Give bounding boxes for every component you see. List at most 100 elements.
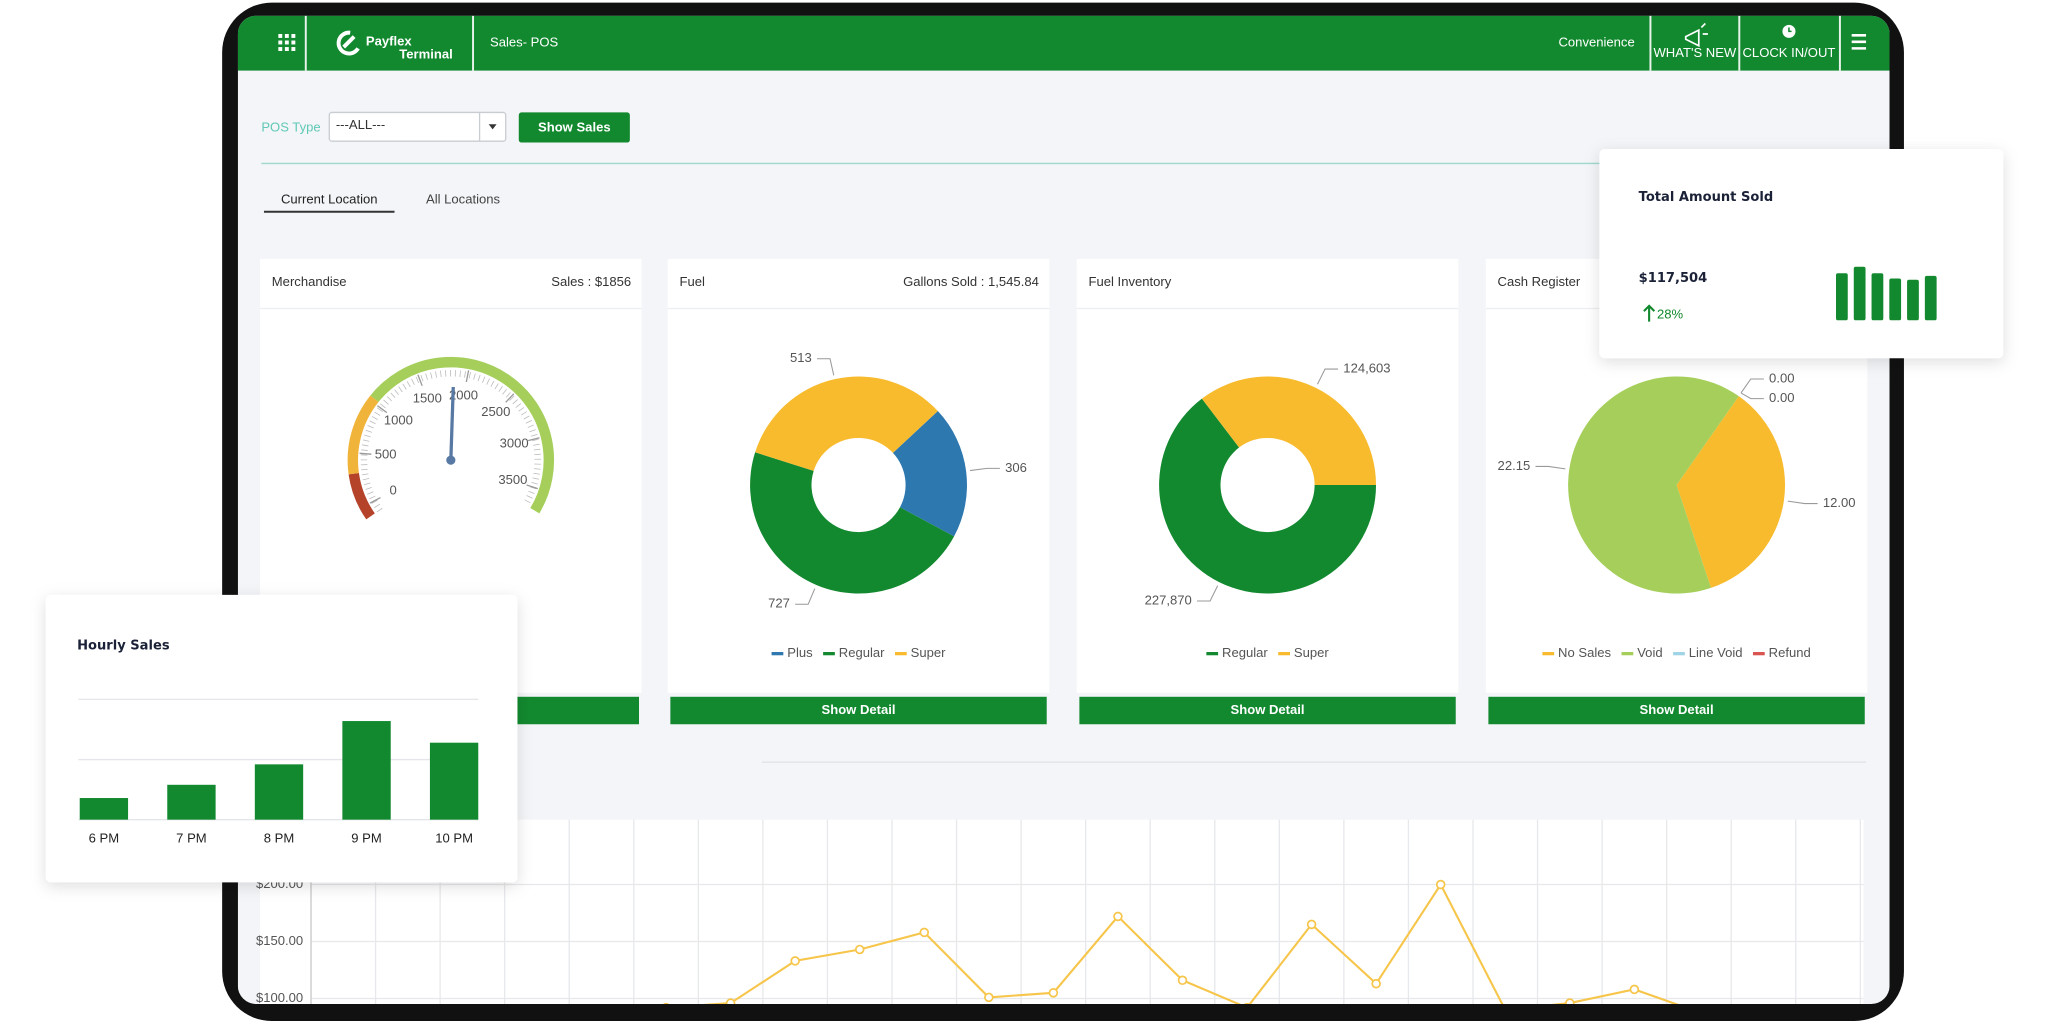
show-detail-button[interactable] (1488, 696, 1865, 725)
store-type[interactable]: Convenience (1559, 35, 1635, 50)
app-tagline: Terminal (399, 46, 452, 61)
gauge-minor-tick (361, 473, 369, 476)
widget-summary: Gallons Sold : 1,545.84 (903, 274, 1039, 289)
gauge-minor-tick (415, 376, 420, 384)
trend-point (1048, 988, 1059, 998)
total-change: 28% (1657, 307, 1684, 322)
apps-icon[interactable] (278, 33, 296, 51)
total-title: Total Amount Sold (1639, 190, 1774, 205)
x-tick-label: 7 PM (176, 831, 206, 846)
gauge-minor-tick (362, 478, 370, 481)
gauge-minor-tick (380, 403, 386, 409)
gauge-minor-tick (440, 370, 442, 378)
top-bar (237, 15, 1890, 71)
widget-title: Merchandise (272, 274, 347, 289)
gauge-minor-tick (425, 373, 428, 380)
gauge-minor-tick (411, 378, 415, 386)
gauge-needle (449, 386, 455, 461)
gauge-tick (465, 370, 470, 383)
trend-point (1242, 1002, 1252, 1005)
whats-new[interactable]: WHAT'S NEW (1653, 45, 1736, 60)
gauge-minor-tick (486, 378, 490, 385)
show-sales-label: Show Sales (538, 120, 611, 135)
pos-select[interactable] (328, 111, 507, 142)
gauge-minor-tick (533, 468, 541, 470)
module-title: Sales- POS (490, 35, 559, 50)
sparkline-bar (1853, 266, 1866, 321)
x-tick-label: 9 PM (351, 831, 381, 846)
slice-label: 513 (790, 350, 812, 365)
gauge-minor-tick (464, 371, 466, 378)
slice (1201, 376, 1377, 486)
show-sales-button[interactable] (518, 112, 630, 143)
clock-in-out[interactable]: CLOCK IN/OUT (1743, 45, 1836, 60)
legend-label: Super (1294, 645, 1329, 660)
slice (1568, 376, 1739, 594)
bar (429, 742, 479, 820)
trend-point (1306, 919, 1317, 930)
gauge-minor-tick (420, 374, 424, 382)
top-bar-dividers (304, 15, 1841, 71)
trend-point (1565, 998, 1575, 1005)
gauge-minor-tick (533, 448, 541, 451)
gauge-minor-tick (430, 372, 433, 379)
gauge-minor-tick (402, 383, 407, 390)
gauge-minor-tick (526, 495, 533, 499)
gauge-minor-tick (361, 449, 368, 451)
bar (342, 721, 391, 820)
legend-label: Line Void (1689, 645, 1743, 660)
gauge-tick (505, 393, 515, 403)
tab[interactable]: Current Location (281, 191, 378, 206)
gauge-minor-tick (527, 424, 534, 428)
gauge-tick (417, 374, 423, 387)
gauge-minor-tick (435, 371, 437, 378)
select-caret (488, 124, 497, 130)
gauge-minor-tick (369, 420, 376, 425)
gauge-tick (359, 452, 372, 455)
gauge-minor-tick (468, 372, 471, 379)
slice-label: 0.00 (1769, 370, 1794, 385)
gauge-hub (446, 455, 456, 465)
trend-point (854, 944, 865, 955)
widget-title: Fuel Inventory (1089, 274, 1172, 289)
gauge-minor-tick (528, 490, 535, 495)
sparkline-bar (1924, 275, 1937, 321)
trend-panel (260, 819, 1864, 1005)
trend-point (1177, 975, 1188, 986)
hourly-card (45, 594, 518, 883)
trend-point (1435, 879, 1446, 890)
tab[interactable]: All Locations (426, 191, 501, 206)
gauge-tick-label: 3500 (498, 472, 527, 487)
gauge-minor-tick (515, 403, 522, 408)
gauge-minor-tick (532, 438, 539, 442)
gauge-minor-tick (390, 392, 396, 399)
show-detail-button[interactable] (1079, 696, 1456, 725)
gauge-minor-tick (523, 415, 530, 420)
gauge-band (370, 356, 554, 514)
gauge-minor-tick (529, 486, 537, 490)
gauge-tick-label: 2500 (481, 404, 510, 419)
gauge-tick-label: 0 (390, 482, 397, 497)
gauge-minor-tick (373, 503, 380, 509)
gauge-minor-tick (459, 370, 461, 378)
slice-label: 306 (1005, 460, 1027, 475)
screen: Payflex Terminal Sales- POS Convenience … (237, 15, 1890, 1005)
gauge-minor-tick (530, 434, 538, 437)
menu-icon[interactable] (1851, 33, 1867, 50)
gauge-minor-tick (364, 434, 371, 438)
gauge-minor-tick (521, 411, 528, 416)
legend: Regular Super (1206, 645, 1329, 660)
show-detail-button[interactable] (670, 696, 1047, 725)
slice (1159, 398, 1377, 594)
legend-label: Super (911, 645, 946, 660)
up-arrow (1643, 304, 1656, 322)
trend-line (343, 882, 1829, 1005)
legend-label: Regular (1222, 645, 1268, 660)
gauge-minor-tick (473, 373, 476, 380)
pos-select-value: ---ALL--- (336, 117, 385, 132)
leader-line (1787, 500, 1818, 505)
legend-label: Refund (1769, 645, 1811, 660)
total-amount: $117,504 (1639, 271, 1708, 286)
legend-label: Regular (839, 645, 885, 660)
